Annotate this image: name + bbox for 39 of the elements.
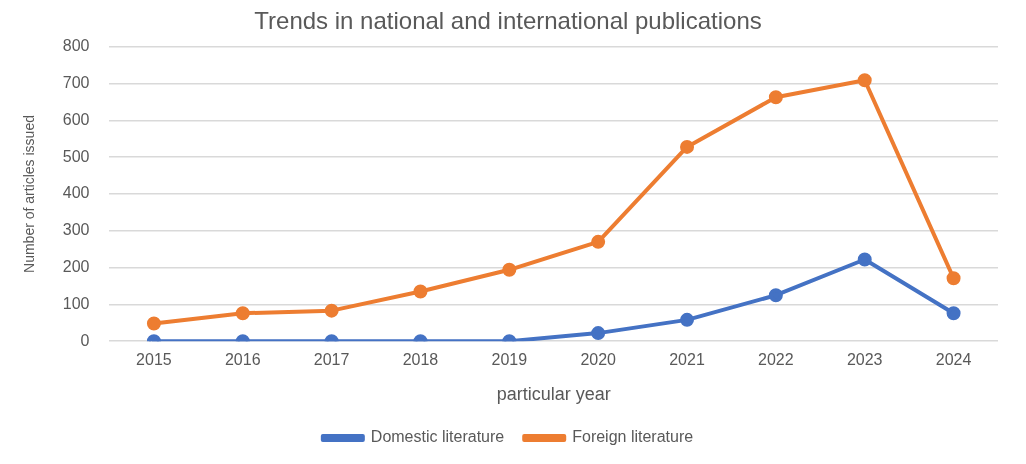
x-tick-label: 2020 — [580, 351, 617, 369]
point — [591, 234, 606, 249]
x-tick-label: 2019 — [491, 351, 528, 369]
legend-label: Foreign literature — [572, 428, 694, 446]
y-tick-label: 700 — [62, 74, 90, 92]
point — [946, 271, 961, 286]
y-tick-label: 600 — [62, 110, 90, 128]
point — [946, 306, 961, 321]
y-tick-label: 300 — [62, 221, 90, 239]
point — [146, 316, 161, 331]
x-tick-label: 2024 — [935, 351, 972, 369]
point — [680, 139, 695, 154]
y-tick-label: 0 — [80, 331, 90, 349]
point — [324, 303, 339, 318]
point — [413, 284, 428, 299]
point — [591, 326, 606, 341]
point — [768, 90, 783, 105]
chart-title: Trends in national and international publications — [254, 7, 762, 35]
x-tick-label: 2023 — [846, 351, 883, 369]
y-axis-title: Number of articles issued — [21, 115, 38, 273]
x-axis-title: particular year — [496, 384, 611, 405]
x-tick-label: 2018 — [402, 351, 439, 369]
point — [680, 312, 695, 327]
x-tick-label: 2022 — [758, 351, 794, 369]
point — [502, 262, 517, 277]
x-tick-label: 2016 — [224, 351, 261, 369]
y-tick-label: 100 — [62, 294, 90, 312]
point — [857, 73, 872, 88]
x-tick-label: 2015 — [136, 351, 172, 369]
point — [768, 288, 783, 303]
x-tick-label: 2017 — [313, 351, 350, 369]
legend-label: Domestic literature — [370, 428, 505, 446]
x-tick-label: 2021 — [669, 351, 705, 369]
point — [857, 252, 872, 267]
y-tick-label: 200 — [62, 258, 90, 276]
y-tick-label: 400 — [62, 184, 90, 202]
y-tick-label: 500 — [62, 147, 90, 165]
point — [235, 306, 250, 321]
y-tick-label: 800 — [62, 37, 90, 55]
